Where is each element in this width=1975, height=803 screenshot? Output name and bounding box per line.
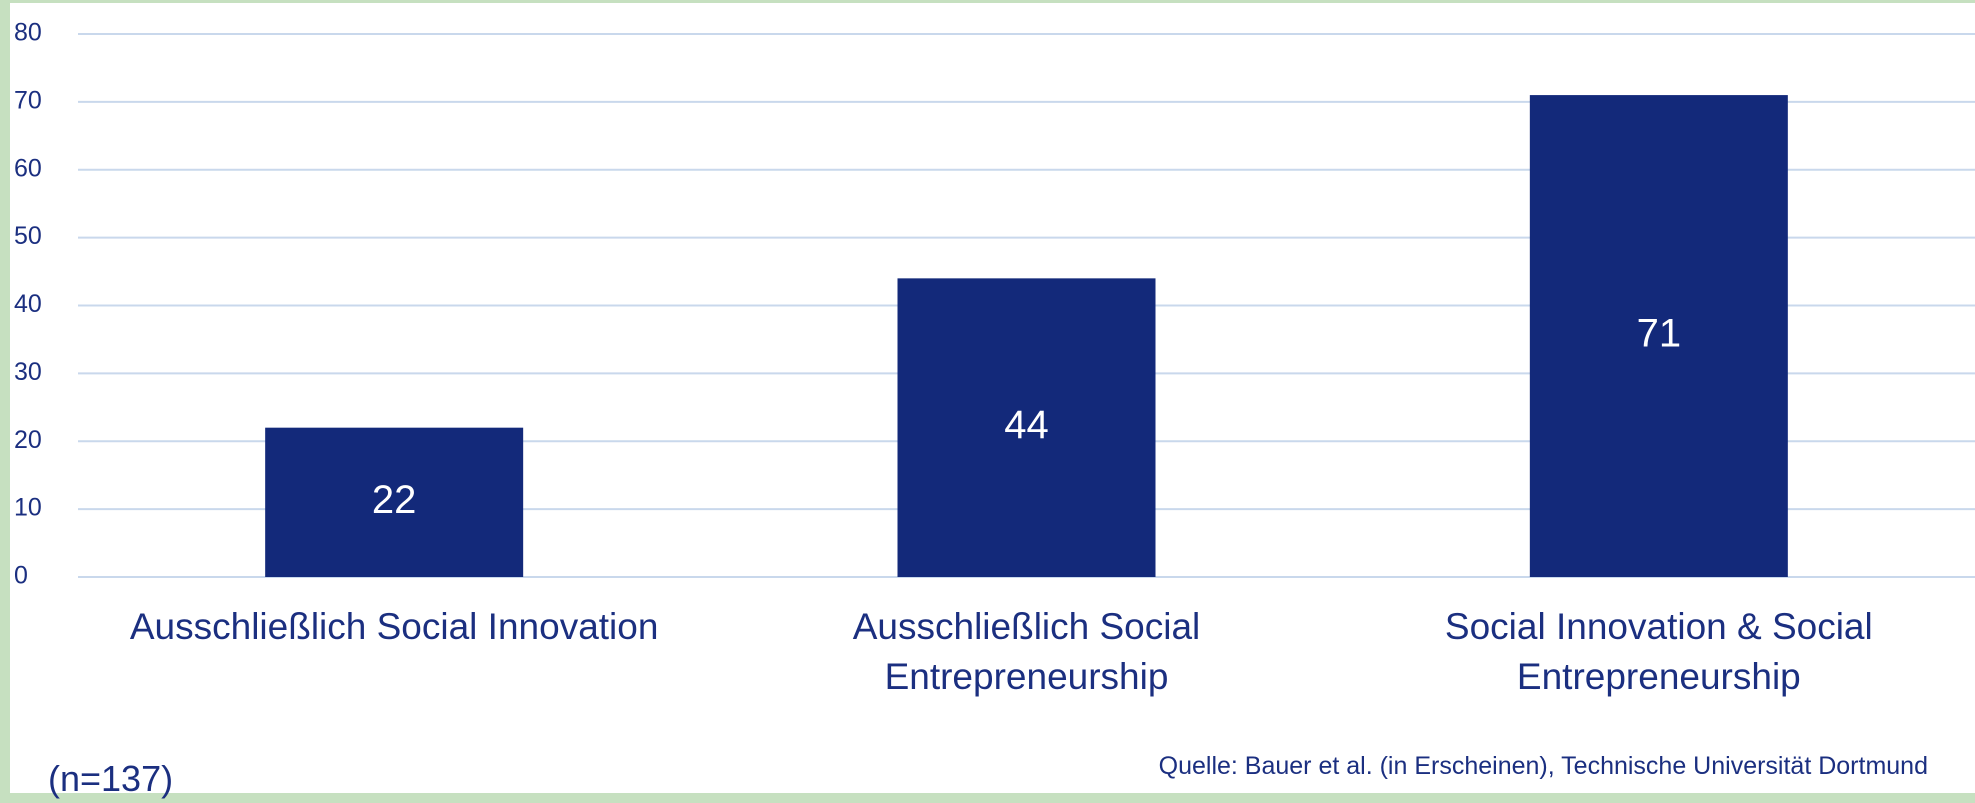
y-tick-label: 30 bbox=[14, 358, 42, 386]
y-tick-label: 50 bbox=[14, 222, 42, 250]
sample-size: (n=137) bbox=[48, 758, 174, 799]
bar bbox=[1529, 95, 1788, 578]
y-tick-label: 80 bbox=[14, 19, 42, 47]
value-label: 44 bbox=[1004, 403, 1049, 447]
bar bbox=[265, 427, 524, 577]
source-note: Quelle: Bauer et al. (in Erscheinen), Te… bbox=[1158, 752, 1928, 780]
x-tick-label: Ausschließlich Social Entrepreneurship bbox=[852, 606, 1201, 697]
y-tick-label: 10 bbox=[14, 494, 42, 522]
x-tick-label: Ausschließlich Social Innovation bbox=[129, 606, 659, 647]
y-tick-label: 20 bbox=[14, 426, 42, 454]
bar bbox=[897, 278, 1156, 577]
x-tick-label: Social Innovation & Social Entrepreneurs… bbox=[1444, 606, 1873, 697]
y-tick-label: 70 bbox=[14, 86, 42, 114]
value-label: 22 bbox=[372, 478, 417, 522]
y-tick-label: 40 bbox=[14, 290, 42, 318]
y-tick-label: 0 bbox=[14, 562, 28, 590]
y-tick-label: 60 bbox=[14, 154, 42, 182]
value-label: 71 bbox=[1637, 312, 1682, 356]
